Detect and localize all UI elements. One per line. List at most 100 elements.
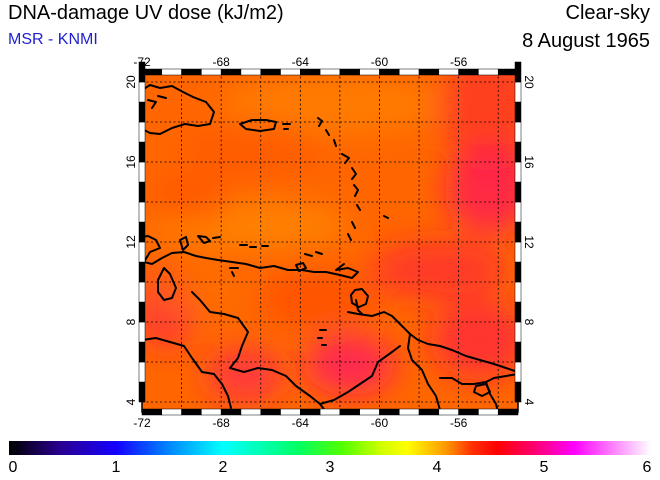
frame-segment [514,241,522,263]
lon-tick-label: -68 [212,416,230,430]
frame-segment [399,408,420,416]
frame-segment [319,408,341,416]
lon-tick-label: -60 [371,55,389,69]
frame-segment [497,408,519,416]
frame-segment [359,408,380,416]
frame-segment [458,408,479,416]
frame-segment [280,408,301,416]
lon-tick-label: -64 [292,416,310,430]
frame-segment [514,101,522,123]
frame-segment [438,68,459,76]
frame-segment [514,141,522,163]
frame-segment [138,341,146,363]
frame-segment [514,321,522,343]
frame-segment [201,408,222,416]
lat-tick-label: 4 [124,398,138,405]
frame-segment [138,81,146,103]
frame-segment [181,68,202,76]
frame-segment [138,181,146,203]
frame-segment [138,221,146,243]
frame-segment [260,68,281,76]
axis-ticks: -72 -72 -68 -68 -64 -64 -60 -60 -56 -56 20 20 16 16 12… [124,55,536,430]
colorbar-tick-label: 0 [8,459,18,476]
frame-segment [138,241,146,263]
frame-segment [138,161,146,183]
frame-segment [161,408,182,416]
frame-segment [138,261,146,283]
frame-segment [138,121,146,143]
frame-segment [141,408,163,416]
lat-tick-label: 12 [124,235,138,249]
frame-segment [514,341,522,363]
frame-segment [280,68,301,76]
frame-segment [138,101,146,123]
lon-tick-label: -64 [292,55,310,69]
frame-segment [418,408,440,416]
frame-segment [138,321,146,343]
lat-tick-label: 8 [124,318,138,325]
frame-segment [379,68,400,76]
frame-segment [138,201,146,223]
lat-tick-label: 16 [522,155,536,169]
frame-segment [138,141,146,163]
uv-dose-map: -72 -72 -68 -68 -64 -64 -60 -60 -56 -56 20 20 16 16 12… [124,55,536,430]
frame-segment [514,161,522,183]
frame-segment [138,381,146,403]
frame-segment [399,68,420,76]
lon-tick-label: -72 [133,416,151,430]
frame-segment [260,408,281,416]
frame-segment [478,408,499,416]
frame-segment [514,81,522,103]
frame-segment [181,408,202,416]
frame-segment [514,261,522,283]
frame-segment [300,408,321,416]
frame-segment [138,301,146,323]
frame-segment [514,361,522,383]
frame-segment [514,281,522,303]
frame-segment [161,68,182,76]
frame-segment [220,408,242,416]
lon-tick-label: -56 [450,416,468,430]
frame-segment [339,408,360,416]
frame-segment [201,68,222,76]
map-frame-scale [138,61,522,416]
frame-segment [514,201,522,223]
frame-segment [319,68,341,76]
frame-segment [514,221,522,243]
frame-segment [240,68,261,76]
coastlines [142,84,518,412]
frame-segment [138,61,146,83]
frame-segment [300,68,321,76]
colorbar-tick-label: 3 [325,459,335,476]
frame-segment [438,408,459,416]
colorbar-tick-label: 2 [218,459,228,476]
frame-segment [339,68,360,76]
frame-segment [458,68,479,76]
map-title: DNA-damage UV dose (kJ/m2) [8,2,284,24]
sky-condition-label: Clear-sky [565,2,650,24]
lat-tick-label: 20 [124,75,138,89]
lon-tick-label: -72 [133,55,151,69]
frame-segment [514,301,522,323]
colorbar [9,441,651,455]
lat-tick-label: 12 [522,235,536,249]
lon-tick-label: -56 [450,55,468,69]
frame-segment [359,68,380,76]
colorbar-tick-label: 1 [111,459,121,476]
frame-segment [379,408,400,416]
frame-segment [418,68,440,76]
frame-segment [514,181,522,203]
frame-segment [138,281,146,303]
frame-segment [138,361,146,383]
colorbar-tick-label: 4 [432,459,442,476]
lat-tick-label: 16 [124,155,138,169]
colorbar-tick-label: 5 [539,459,549,476]
lat-tick-label: 8 [522,319,536,326]
uv-dose-field [142,72,518,412]
frame-segment [514,61,522,83]
date-label: 8 August 1965 [522,30,650,52]
frame-segment [514,121,522,143]
frame-segment [240,408,261,416]
lon-tick-label: -60 [371,416,389,430]
lat-tick-label: 4 [522,399,536,406]
